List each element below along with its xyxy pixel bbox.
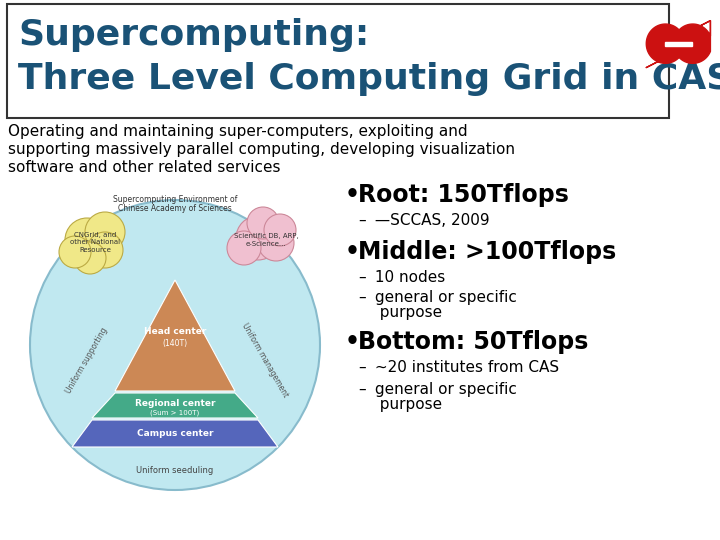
Text: Head center: Head center (144, 327, 206, 336)
Text: ~20 institutes from CAS: ~20 institutes from CAS (370, 360, 559, 375)
Polygon shape (92, 393, 258, 418)
Bar (665, 38, 693, 50)
Circle shape (85, 212, 125, 252)
Text: purpose: purpose (370, 305, 442, 320)
Text: software and other related services: software and other related services (8, 160, 281, 175)
Circle shape (65, 218, 109, 262)
Text: CNGrid, and
other National
Resource: CNGrid, and other National Resource (70, 232, 120, 253)
Text: 10 nodes: 10 nodes (370, 270, 445, 285)
Text: Campus center: Campus center (137, 429, 213, 438)
Polygon shape (115, 280, 235, 391)
Text: •: • (345, 183, 360, 207)
Circle shape (258, 225, 294, 261)
Circle shape (59, 236, 91, 268)
Text: Regional center: Regional center (135, 399, 215, 408)
Circle shape (236, 216, 280, 260)
Text: –: – (358, 213, 366, 228)
Circle shape (227, 231, 261, 265)
Text: —SCCAS, 2009: —SCCAS, 2009 (370, 213, 490, 228)
Text: purpose: purpose (370, 397, 442, 412)
Text: –: – (358, 270, 366, 285)
Text: Root: 150Tflops: Root: 150Tflops (358, 183, 569, 207)
Text: Chinese Academy of Sciences: Chinese Academy of Sciences (118, 204, 232, 213)
Text: Supercomputing Environment of: Supercomputing Environment of (113, 195, 237, 204)
Circle shape (247, 207, 279, 239)
Circle shape (30, 200, 320, 490)
Circle shape (264, 214, 296, 246)
FancyBboxPatch shape (7, 4, 669, 118)
Text: •: • (345, 240, 360, 264)
Text: Middle: >100Tflops: Middle: >100Tflops (358, 240, 616, 264)
Text: Operating and maintaining super-computers, exploiting and: Operating and maintaining super-computer… (8, 124, 467, 139)
Text: –: – (358, 382, 366, 397)
Text: general or specific: general or specific (370, 290, 517, 305)
Text: Bottom: 50Tflops: Bottom: 50Tflops (358, 330, 588, 354)
Text: (Sum > 100T): (Sum > 100T) (150, 409, 199, 416)
Text: Three Level Computing Grid in CAS: Three Level Computing Grid in CAS (18, 62, 720, 96)
Text: Uniform supporting: Uniform supporting (65, 326, 109, 395)
Bar (665, 43, 693, 46)
Polygon shape (72, 420, 278, 447)
Text: Scientific DB, ARP,
e-Science...: Scientific DB, ARP, e-Science... (233, 233, 298, 247)
Circle shape (74, 242, 106, 274)
Text: supporting massively parallel computing, developing visualization: supporting massively parallel computing,… (8, 142, 515, 157)
Text: Uniform seeduling: Uniform seeduling (136, 466, 214, 475)
Text: –: – (358, 360, 366, 375)
Text: Supercomputing:: Supercomputing: (18, 18, 369, 52)
Text: –: – (358, 290, 366, 305)
Circle shape (87, 232, 123, 268)
Text: •: • (345, 330, 360, 354)
Text: (140T): (140T) (163, 339, 188, 348)
Text: general or specific: general or specific (370, 382, 517, 397)
Text: Uniform management: Uniform management (240, 321, 290, 399)
